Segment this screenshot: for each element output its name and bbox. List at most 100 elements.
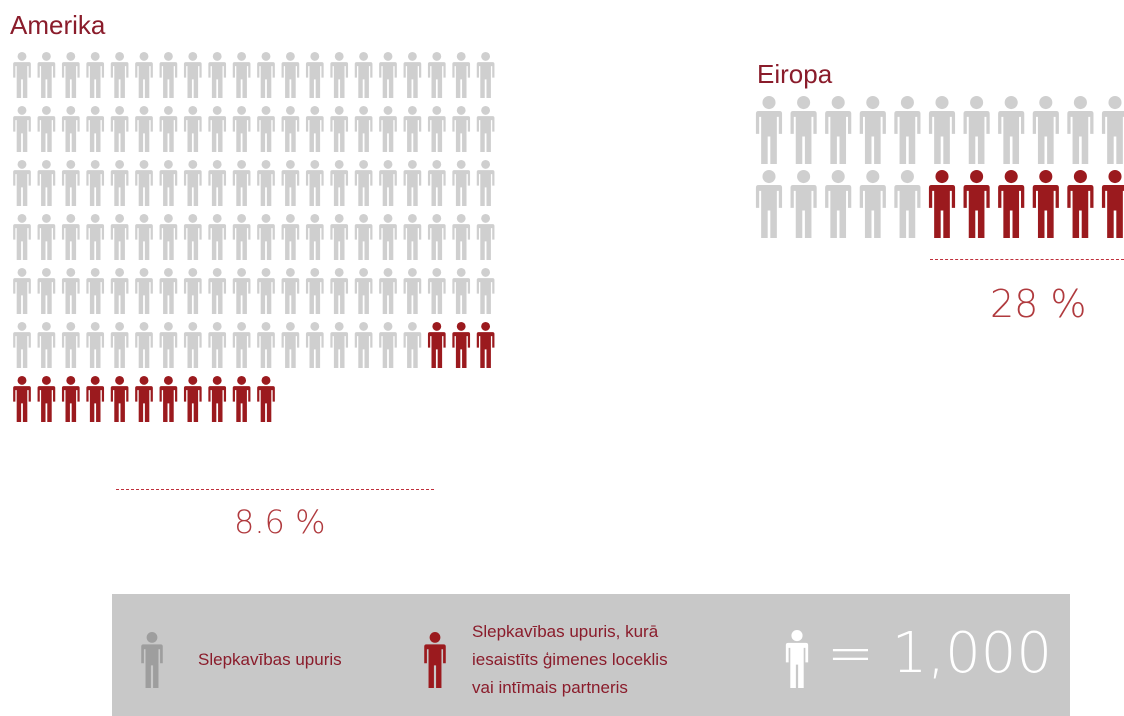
person-icon	[61, 268, 80, 314]
person-icon	[86, 268, 105, 314]
americas-highlight-bracket	[116, 489, 434, 490]
person-icon	[305, 52, 324, 98]
person-icon	[403, 322, 422, 368]
person-icon	[257, 106, 275, 152]
person-icon	[232, 160, 251, 206]
legend-victim-person-icon	[141, 632, 163, 688]
person-icon	[354, 106, 373, 152]
person-icon	[61, 52, 80, 98]
person-icon	[86, 106, 105, 152]
person-icon	[1032, 96, 1059, 164]
highlighted-person-icon	[452, 322, 471, 368]
person-icon	[208, 214, 227, 260]
highlighted-person-icon	[1032, 170, 1059, 238]
person-icon	[159, 52, 178, 98]
person-icon	[37, 322, 56, 368]
person-icon	[281, 322, 300, 368]
person-icon	[13, 268, 31, 314]
person-icon	[232, 52, 251, 98]
highlighted-person-icon	[963, 170, 990, 238]
person-icon	[330, 160, 349, 206]
legend-scale-label: = 1,000	[827, 621, 1053, 686]
person-icon	[61, 106, 80, 152]
person-icon	[354, 214, 373, 260]
person-icon	[37, 106, 56, 152]
person-icon	[330, 106, 349, 152]
highlighted-person-icon	[1067, 170, 1094, 238]
person-icon	[305, 214, 324, 260]
person-icon	[208, 160, 227, 206]
person-icon	[135, 268, 153, 314]
legend-icons	[141, 630, 809, 688]
person-icon	[183, 106, 202, 152]
person-icon	[61, 214, 80, 260]
legend-scale-person-icon	[785, 630, 809, 688]
person-icon	[86, 322, 105, 368]
person-icon	[354, 52, 373, 98]
person-icon	[330, 214, 349, 260]
person-icon	[427, 52, 446, 98]
legend-family-label: Slepkavības upuris, kurā iesaistīts ģime…	[472, 618, 668, 702]
highlighted-person-icon	[998, 170, 1025, 238]
person-icon	[354, 160, 373, 206]
person-icon	[825, 170, 852, 238]
person-icon	[13, 160, 31, 206]
legend-victim-person-icon	[141, 632, 163, 688]
person-icon	[790, 170, 817, 238]
person-icon	[208, 322, 227, 368]
person-icon	[452, 160, 471, 206]
person-icon	[894, 170, 921, 238]
person-icon	[37, 268, 56, 314]
person-icon	[208, 268, 227, 314]
person-icon	[281, 106, 300, 152]
person-icon	[305, 106, 324, 152]
person-icon	[1067, 96, 1094, 164]
person-icon	[86, 160, 105, 206]
highlighted-person-icon	[135, 376, 153, 422]
person-icon	[403, 106, 422, 152]
person-icon	[13, 322, 31, 368]
americas-percent-label: 8.6 %	[234, 503, 326, 541]
person-icon	[379, 268, 397, 314]
person-icon	[159, 106, 178, 152]
person-icon	[37, 160, 56, 206]
person-icon	[403, 214, 422, 260]
legend-family-person-icon	[424, 632, 446, 688]
highlighted-person-icon	[232, 376, 251, 422]
person-icon	[110, 52, 129, 98]
person-icon	[427, 106, 446, 152]
person-icon	[159, 160, 178, 206]
legend-scale-person-icon	[785, 630, 809, 688]
person-icon	[281, 52, 300, 98]
person-icon	[755, 170, 783, 238]
person-icon	[403, 52, 422, 98]
highlighted-person-icon	[208, 376, 227, 422]
legend-family-label-line: iesaistīts ģimenes loceklis	[472, 650, 668, 669]
person-icon	[305, 160, 324, 206]
europe-highlight-bracket	[930, 259, 1124, 260]
europe-percent-label: 28 %	[990, 282, 1087, 326]
person-icon	[159, 268, 178, 314]
person-icon	[894, 96, 921, 164]
person-icon	[476, 160, 495, 206]
person-icon	[755, 96, 783, 164]
person-icon	[790, 96, 817, 164]
person-icon	[330, 322, 349, 368]
person-icon	[452, 268, 471, 314]
person-icon	[183, 268, 202, 314]
person-icon	[330, 52, 349, 98]
person-icon	[13, 106, 31, 152]
legend: Slepkavības upuris Slepkavības upuris, k…	[112, 594, 1070, 716]
person-icon	[135, 214, 153, 260]
europe-title: Eiropa	[757, 59, 833, 89]
person-icon	[110, 268, 129, 314]
highlighted-person-icon	[159, 376, 178, 422]
person-icon	[403, 160, 422, 206]
highlighted-person-icon	[928, 170, 956, 238]
person-icon	[232, 268, 251, 314]
person-icon	[354, 268, 373, 314]
person-icon	[135, 52, 153, 98]
person-icon	[183, 322, 202, 368]
person-icon	[998, 96, 1025, 164]
